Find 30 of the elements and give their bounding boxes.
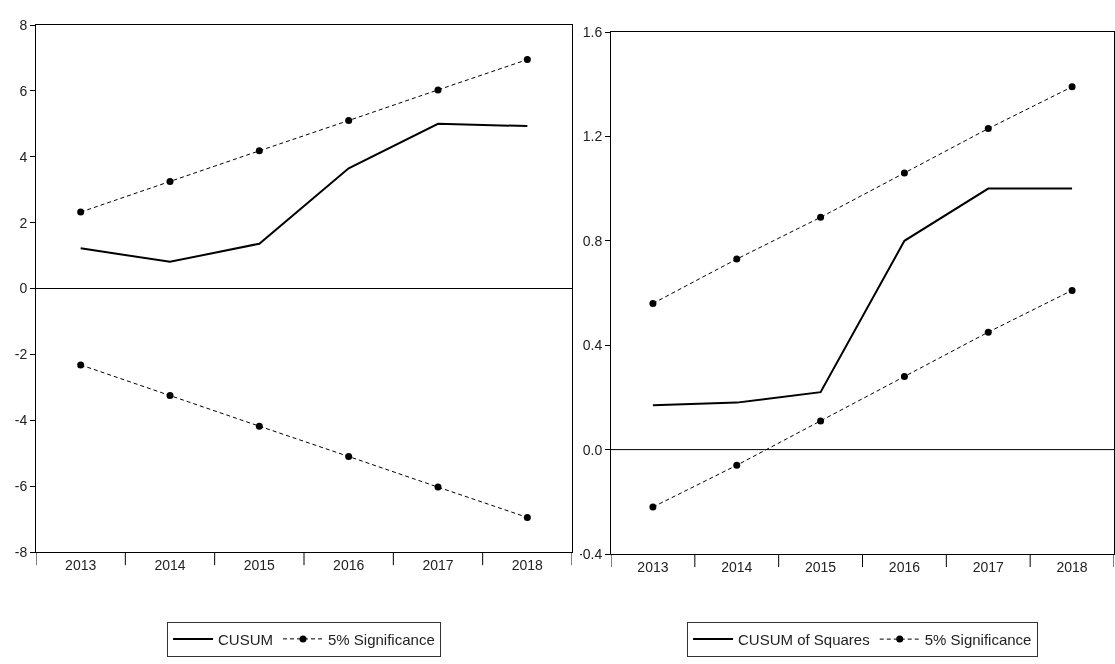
y-tick-label: 4	[19, 148, 28, 165]
x-tick-label: 2018	[511, 556, 544, 573]
x-tick-label: 2013	[637, 558, 669, 575]
y-tick-label: 0.0	[582, 441, 603, 458]
legend-label: 5% Significance	[924, 630, 1032, 648]
y-tick-label: -2	[14, 346, 28, 363]
y-tick-label: 1.6	[582, 23, 603, 40]
x-tick-label: 2016	[888, 558, 921, 575]
x-tick-label: 2017	[972, 558, 1005, 575]
y-tick-label: 8	[19, 16, 28, 33]
legend-label: CUSUM of Squares	[738, 630, 870, 648]
y-tick-label: -8	[14, 543, 28, 560]
x-tick-label: 2013	[65, 556, 97, 573]
y-tick-label: -6	[14, 478, 28, 495]
legend-label: 5% Significance	[328, 630, 435, 648]
x-tick-label: 2018	[1056, 558, 1088, 575]
x-tick-label: 2014	[154, 556, 186, 573]
x-tick-label: 2015	[243, 556, 276, 573]
y-tick-label: 1.2	[582, 128, 603, 145]
legend-label: CUSUM	[218, 630, 273, 648]
y-tick-label: -4	[14, 412, 28, 429]
y-tick-label: 2	[19, 214, 28, 231]
x-tick-label: 2015	[805, 558, 837, 575]
y-tick-label: 0.8	[582, 232, 603, 249]
y-tick-label: 6	[19, 82, 28, 99]
y-tick-label: 0.4	[582, 337, 603, 354]
x-tick-label: 2014	[721, 558, 753, 575]
y-tick-label: 0	[19, 280, 28, 297]
x-tick-label: 2017	[422, 556, 454, 573]
x-tick-label: 2016	[333, 556, 365, 573]
